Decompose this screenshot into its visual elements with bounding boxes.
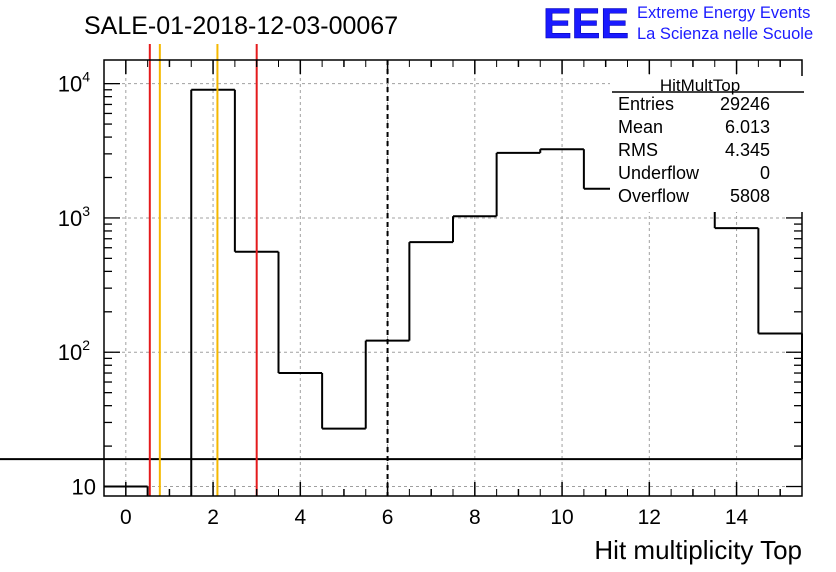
y-tick-label: 10 <box>72 475 96 500</box>
y-tick-exponent: 4 <box>82 69 90 85</box>
stats-label: Entries <box>618 94 674 114</box>
stats-label: Mean <box>618 117 663 137</box>
y-tick-exponent: 2 <box>82 337 90 353</box>
y-tick-exponent: 3 <box>82 203 90 219</box>
x-tick-label: 6 <box>382 506 394 529</box>
x-axis-label: Hit multiplicity Top <box>594 535 802 565</box>
x-tick-label: 8 <box>469 506 481 529</box>
y-tick-label: 102 <box>58 337 90 365</box>
y-axis-ticks: 104 103 102 10 <box>58 69 802 500</box>
logo-line-1: Extreme Energy Events <box>637 4 810 22</box>
x-axis-ticks: 0 2 4 6 8 10 12 14 <box>103 60 803 529</box>
stats-label: Overflow <box>618 186 690 206</box>
stats-value: 6.013 <box>725 117 770 137</box>
x-tick-label: 2 <box>207 506 219 529</box>
y-tick-label: 103 <box>58 203 90 231</box>
stats-box-bg <box>610 76 804 212</box>
eee-logo-mark: EEE <box>543 0 629 48</box>
stats-value: 5808 <box>730 186 770 206</box>
stats-box: HitMultTop Entries 29246 Mean 6.013 RMS 4.345… <box>610 76 804 212</box>
stats-value: 4.345 <box>725 140 770 160</box>
stats-title: HitMultTop <box>660 76 740 95</box>
stats-value: 29246 <box>720 94 770 114</box>
x-tick-label: 4 <box>294 506 306 529</box>
x-tick-label: 12 <box>638 506 661 529</box>
x-tick-label: 10 <box>550 506 573 529</box>
x-tick-label: 0 <box>120 506 132 529</box>
marker-lines <box>148 44 389 496</box>
logo-line-2: La Scienza nelle Scuole <box>637 25 813 43</box>
chart-title: SALE-01-2018-12-03-00067 <box>84 12 398 40</box>
stats-label: RMS <box>618 140 658 160</box>
y-tick-label: 104 <box>58 69 90 97</box>
stats-label: Underflow <box>618 163 700 183</box>
eee-logo: EEE Extreme Energy Events La Scienza nel… <box>543 0 813 48</box>
x-tick-label: 14 <box>725 506 749 529</box>
stats-value: 0 <box>760 163 770 183</box>
